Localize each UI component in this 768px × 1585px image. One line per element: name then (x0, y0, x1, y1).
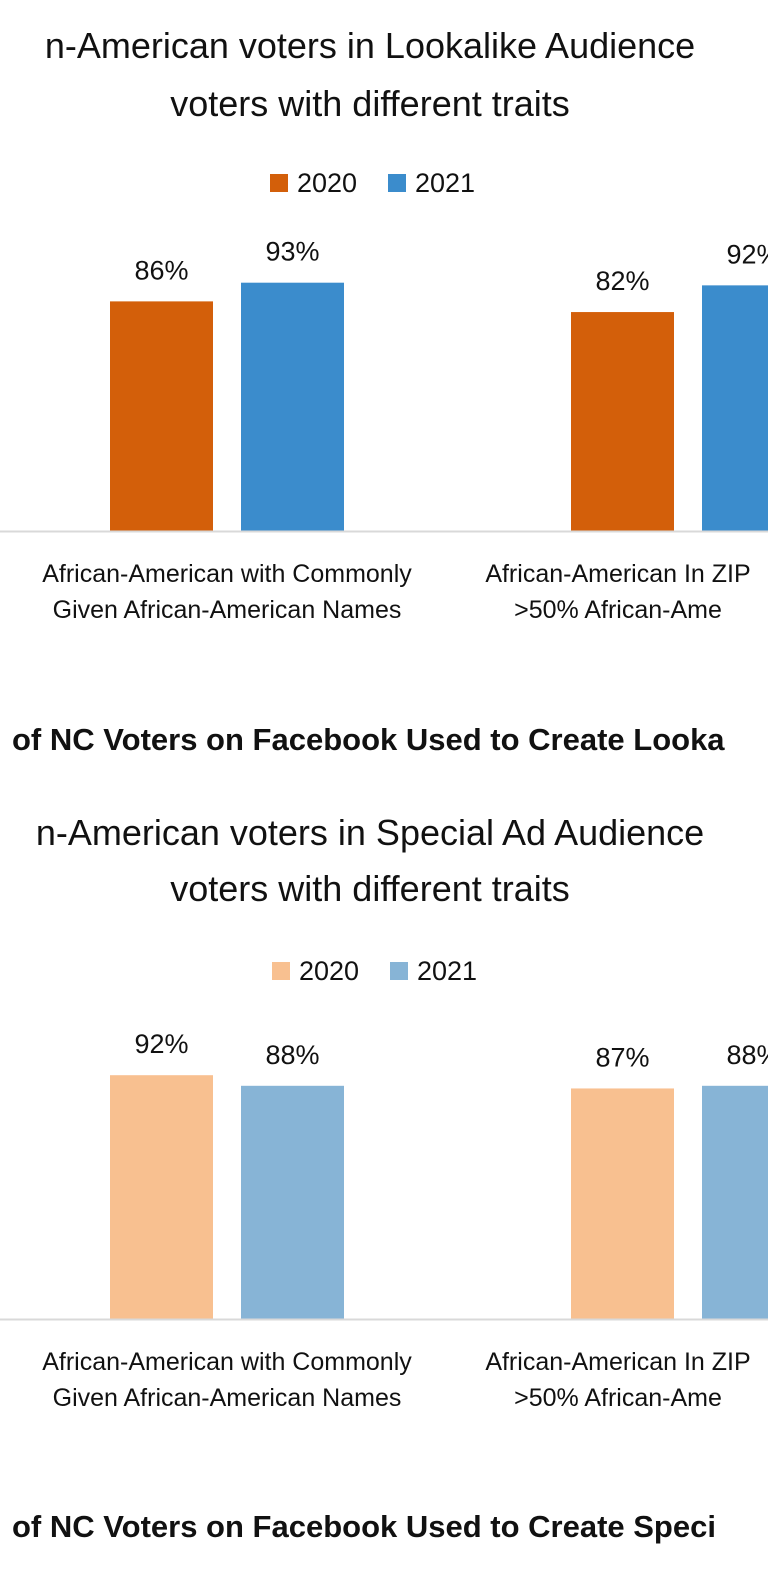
c0-category-label-0-line-0: African-American with Commonly (42, 560, 412, 588)
c1-legend-label-2021: 2021 (417, 956, 477, 986)
c0-value-label-2020-cat1: 82% (595, 266, 649, 296)
c1-bar-2021-cat0 (241, 1085, 344, 1319)
c0-legend-swatch-2020 (270, 174, 288, 192)
c0-bar-2020-cat0 (110, 301, 213, 531)
c0-value-label-2020-cat0: 86% (134, 255, 188, 285)
c1-title-line-1: voters with different traits (170, 868, 570, 909)
c1-bar-2021-cat1 (702, 1085, 768, 1319)
c1-category-label-0-line-1: Given African-American Names (53, 1384, 402, 1412)
c1-legend-label-2020: 2020 (299, 956, 359, 986)
c1-legend-swatch-2021 (390, 962, 408, 980)
c0-category-label-1-line-1: >50% African-Ame (514, 596, 722, 624)
c0-legend-label-2020: 2020 (297, 168, 357, 198)
c0-value-label-2021-cat0: 93% (265, 237, 319, 267)
c1-category-label-1-line-1: >50% African-Ame (514, 1384, 722, 1412)
c0-legend-label-2021: 2021 (415, 168, 475, 198)
c1-bar-2020-cat1 (571, 1088, 674, 1319)
c0-category-label-1-line-0: African-American In ZIP (485, 560, 750, 588)
c1-category-label-1-line-0: African-American In ZIP (485, 1348, 750, 1376)
c0-title-line-0: n-American voters in Lookalike Audience (45, 25, 695, 66)
c1-legend-swatch-2020 (272, 962, 290, 980)
c0-x-axis-title: of NC Voters on Facebook Used to Create … (12, 722, 725, 757)
c0-value-label-2021-cat1: 92% (726, 239, 768, 269)
c0-bar-2020-cat1 (571, 312, 674, 531)
c0-bar-2021-cat0 (241, 282, 344, 531)
c0-bar-2021-cat1 (702, 285, 768, 531)
c1-bar-2020-cat0 (110, 1075, 213, 1319)
c1-category-label-0-line-0: African-American with Commonly (42, 1348, 412, 1376)
c1-value-label-2020-cat1: 87% (595, 1042, 649, 1072)
c1-title-line-0: n-American voters in Special Ad Audience (36, 812, 704, 853)
c0-title-line-1: voters with different traits (170, 83, 570, 124)
c1-value-label-2021-cat0: 88% (265, 1040, 319, 1070)
c1-x-axis-title: of NC Voters on Facebook Used to Create … (12, 1509, 716, 1544)
c1-value-label-2021-cat1: 88% (726, 1040, 768, 1070)
c0-category-label-0-line-1: Given African-American Names (53, 596, 402, 624)
c0-legend-swatch-2021 (388, 174, 406, 192)
c1-value-label-2020-cat0: 92% (134, 1029, 188, 1059)
